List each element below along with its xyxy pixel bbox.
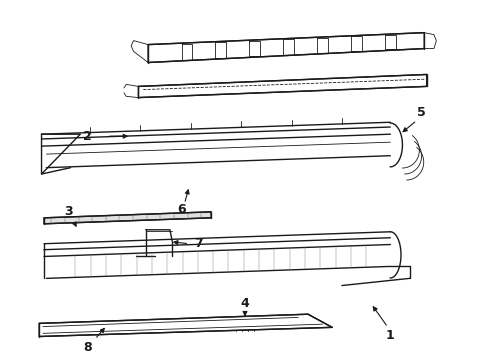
Polygon shape xyxy=(148,33,424,63)
Text: 1: 1 xyxy=(386,329,395,342)
Text: 3: 3 xyxy=(64,205,73,219)
Text: 7: 7 xyxy=(195,237,203,250)
Text: 8: 8 xyxy=(83,341,92,354)
Text: 5: 5 xyxy=(417,106,426,119)
Polygon shape xyxy=(230,319,260,327)
Polygon shape xyxy=(39,314,332,337)
Polygon shape xyxy=(44,212,211,224)
Polygon shape xyxy=(138,75,427,98)
Text: 6: 6 xyxy=(178,203,186,216)
Text: 2: 2 xyxy=(83,130,92,143)
Text: 4: 4 xyxy=(241,297,249,310)
